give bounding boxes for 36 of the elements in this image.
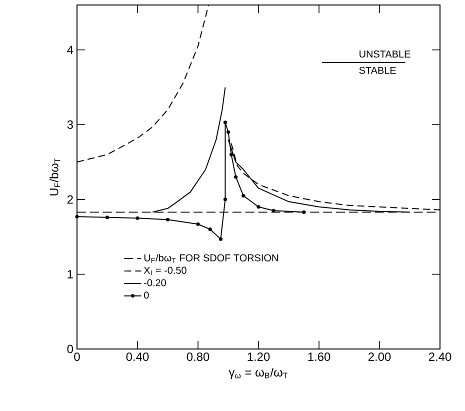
legend-label: -0.20	[144, 279, 166, 286]
point	[256, 205, 260, 209]
point	[223, 120, 228, 124]
point	[229, 152, 234, 156]
annotation: STABLE	[359, 66, 396, 74]
y-tick-label: 0	[67, 344, 74, 354]
legend-label: X$_{I}$ = -0.50	[144, 266, 186, 276]
x-tick-label: 0.40	[126, 352, 149, 361]
point	[242, 194, 246, 198]
x-tick-label: 0.80	[186, 352, 210, 361]
point	[218, 237, 222, 241]
x-tick-label: 1.20	[248, 352, 270, 361]
point	[196, 222, 200, 226]
y-tick-label: 3	[67, 120, 73, 129]
y-tick-label: 2	[67, 195, 73, 204]
point	[234, 175, 238, 179]
point	[208, 228, 212, 232]
y-tick-label: 1	[68, 270, 73, 278]
point	[166, 218, 170, 222]
point	[272, 208, 276, 212]
point	[302, 210, 306, 214]
annotation: UNSTABLE	[360, 50, 410, 58]
point	[75, 214, 79, 218]
point	[223, 198, 228, 202]
x-axis-title: γ$_{ω}$ = ω$_{B}$/ω$_{T}$	[228, 368, 288, 379]
x-tick-label: 0	[74, 352, 80, 361]
x-tick-label: 2.40	[428, 352, 452, 361]
y-tick-label: 4	[67, 46, 74, 54]
point	[105, 216, 110, 220]
legend-label: U$_{F}$/bω$_{T}$ FOR SDOF TORSION	[144, 254, 278, 263]
point	[136, 216, 140, 220]
x-tick-label: 1.60	[308, 352, 330, 361]
x-tick-label: 2.00	[368, 352, 391, 361]
legend-label: 0	[144, 292, 149, 299]
y-axis-title: U$_{F}$/bω$_{T}$	[50, 158, 60, 196]
point	[226, 130, 230, 134]
